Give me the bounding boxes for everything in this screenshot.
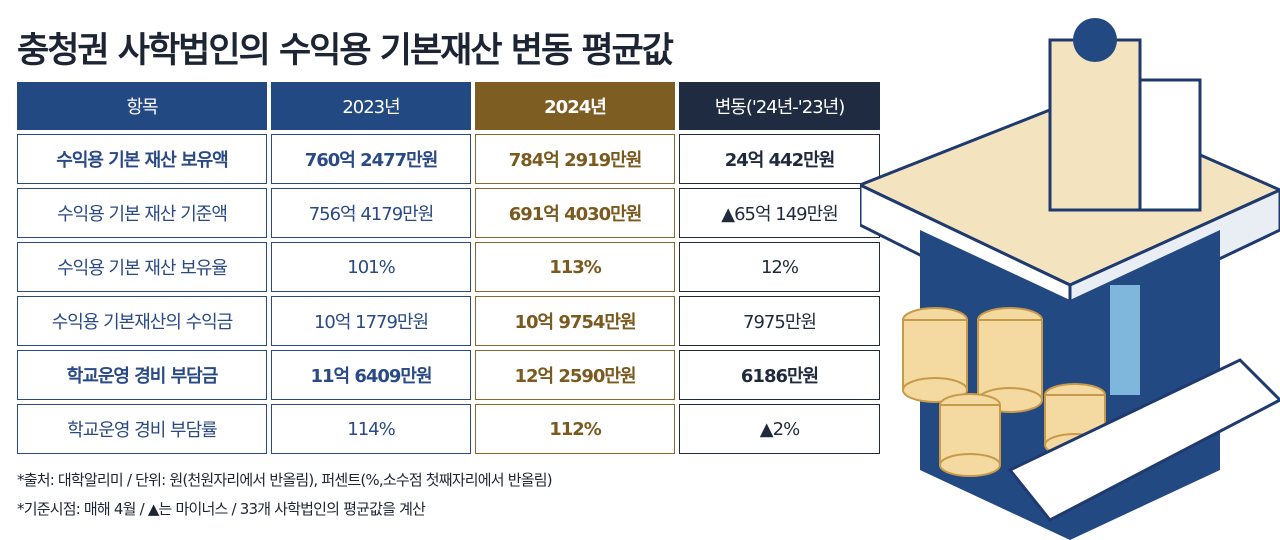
footnote-source: *출처: 대학알리미 / 단위: 원(천원자리에서 반올림), 퍼센트(%,소수… (17, 471, 553, 489)
cell-y2024: 784억 2919만원 (475, 134, 675, 184)
cell-y2024: 113% (475, 242, 675, 292)
table-row: 학교운영 경비 부담금 11억 6409만원 12억 2590만원 6186만원 (17, 350, 881, 400)
header-item: 항목 (17, 82, 267, 130)
cell-change: ▲2% (679, 404, 880, 454)
header-change: 변동('24년-'23년) (679, 82, 880, 130)
footnotes: *출처: 대학알리미 / 단위: 원(천원자리에서 반올림), 퍼센트(%,소수… (17, 466, 553, 524)
footnote-basis: *기준시점: 매해 4월 / ▲는 마이너스 / 33개 사학법인의 평균값을 … (17, 500, 426, 518)
cell-change: 6186만원 (679, 350, 880, 400)
cell-label: 학교운영 경비 부담금 (17, 350, 267, 400)
cell-label: 수익용 기본 재산 기준액 (17, 188, 267, 238)
table-header: 항목 2023년 2024년 변동('24년-'23년) (17, 82, 881, 130)
table-row: 수익용 기본재산의 수익금 10억 1779만원 10억 9754만원 7975만원 (17, 296, 881, 346)
cell-label: 수익용 기본 재산 보유율 (17, 242, 267, 292)
cell-y2023: 10억 1779만원 (271, 296, 471, 346)
table-row: 수익용 기본 재산 기준액 756억 4179만원 691억 4030만원 ▲65억 … (17, 188, 881, 238)
cell-y2023: 11억 6409만원 (271, 350, 471, 400)
cell-label: 수익용 기본 재산 보유액 (17, 134, 267, 184)
data-table: 항목 2023년 2024년 변동('24년-'23년) 수익용 기본 재산 보… (17, 82, 881, 458)
cell-label: 수익용 기본재산의 수익금 (17, 296, 267, 346)
cell-y2024: 12억 2590만원 (475, 350, 675, 400)
cell-y2023: 760억 2477만원 (271, 134, 471, 184)
table-row: 수익용 기본 재산 보유액 760억 2477만원 784억 2919만원 24억 4… (17, 134, 881, 184)
cell-y2023: 756억 4179만원 (271, 188, 471, 238)
cell-y2023: 101% (271, 242, 471, 292)
header-2023: 2023년 (271, 82, 471, 130)
cell-y2024: 112% (475, 404, 675, 454)
cell-label: 학교운영 경비 부담률 (17, 404, 267, 454)
cell-y2023: 114% (271, 404, 471, 454)
cell-change: 24억 442만원 (679, 134, 880, 184)
header-2024: 2024년 (475, 82, 675, 130)
school-building-illustration (860, 18, 1280, 540)
cell-y2024: 691억 4030만원 (475, 188, 675, 238)
cell-change: ▲65억 149만원 (679, 188, 880, 238)
cell-y2024: 10억 9754만원 (475, 296, 675, 346)
page-title: 충청권 사학법인의 수익용 기본재산 변동 평균값 (17, 31, 674, 71)
table-row: 학교운영 경비 부담률 114% 112% ▲2% (17, 404, 881, 454)
cell-change: 7975만원 (679, 296, 880, 346)
table-row: 수익용 기본 재산 보유율 101% 113% 12% (17, 242, 881, 292)
cell-change: 12% (679, 242, 880, 292)
